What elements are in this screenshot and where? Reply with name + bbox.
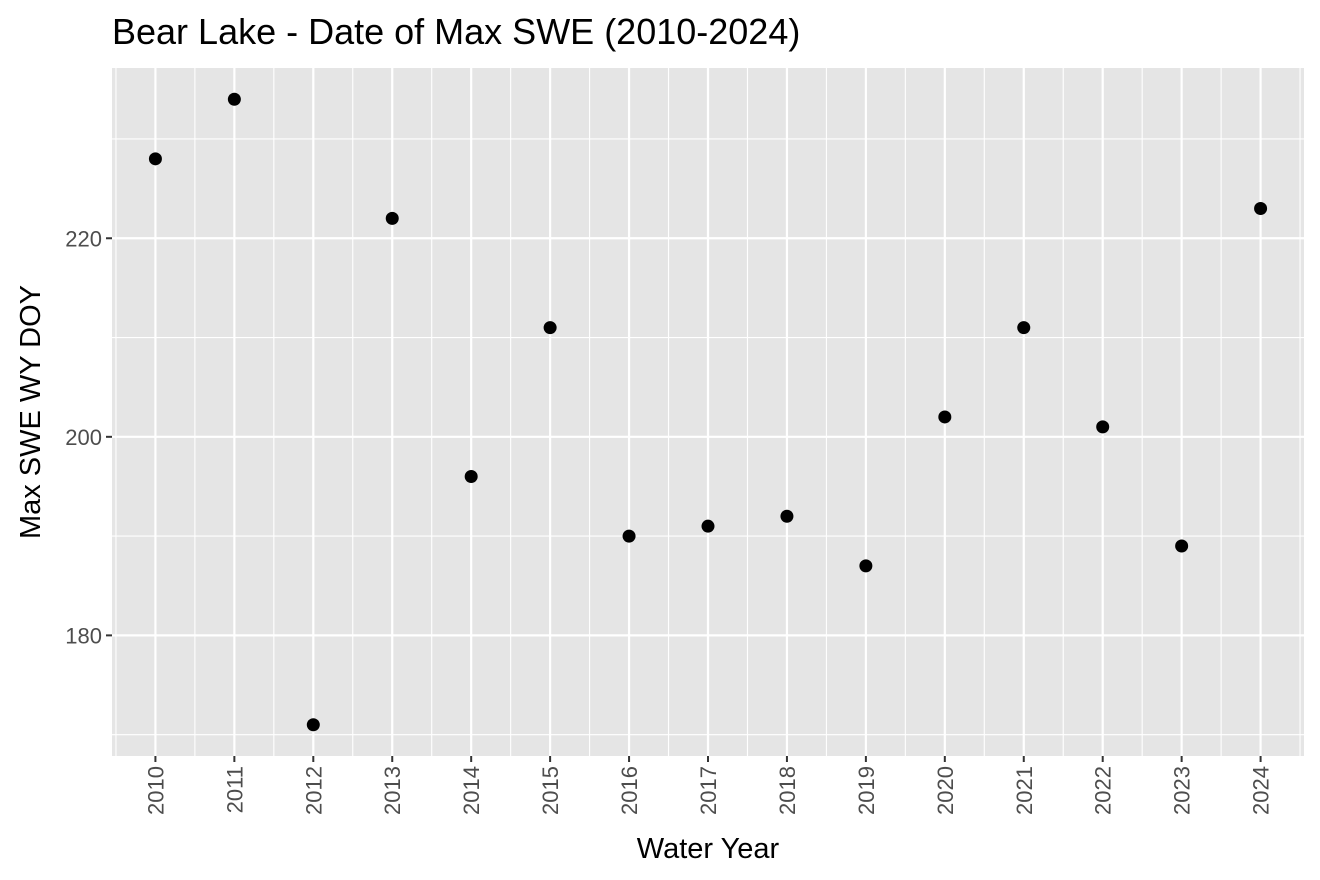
x-tick-label: 2010 (143, 766, 168, 815)
y-axis-ticks: 180 200 220 (65, 226, 112, 648)
data-point (148, 152, 162, 166)
data-point (1254, 201, 1268, 215)
x-tick-label: 2017 (696, 766, 721, 815)
data-point (1017, 321, 1031, 335)
data-point (385, 211, 399, 225)
data-point (1175, 539, 1189, 553)
data-point (306, 718, 320, 732)
major-gridlines (112, 68, 1304, 756)
data-point (780, 509, 794, 523)
data-point (701, 519, 715, 533)
x-tick-label: 2015 (538, 766, 563, 815)
y-axis-title: Max SWE WY DOY (15, 285, 47, 539)
data-point (622, 529, 636, 543)
x-tick-label: 2016 (617, 766, 642, 815)
data-point (227, 92, 241, 106)
data-point (859, 559, 873, 573)
data-points (148, 92, 1268, 732)
x-tick-label: 2014 (459, 766, 484, 815)
x-tick-label: 2018 (775, 766, 800, 815)
y-tick-label: 200 (65, 425, 102, 450)
x-tick-label: 2024 (1249, 766, 1274, 815)
data-point (543, 321, 557, 335)
x-tick-label: 2023 (1170, 766, 1195, 815)
data-point (1096, 420, 1110, 434)
x-axis-title: Water Year (637, 833, 780, 865)
x-tick-label: 2011 (222, 766, 247, 813)
y-tick-label: 180 (65, 623, 102, 648)
x-tick-label: 2020 (933, 766, 958, 815)
y-tick-label: 220 (65, 226, 102, 251)
x-tick-label: 2021 (1012, 766, 1037, 815)
data-point (464, 470, 478, 484)
x-tick-label: 2012 (301, 766, 326, 815)
x-tick-label: 2013 (380, 766, 405, 815)
x-axis-ticks: 2010 2011 2012 2013 2014 2015 2016 2017 2018 2019… (143, 756, 1274, 815)
data-point (938, 410, 952, 424)
x-tick-label: 2019 (854, 766, 879, 815)
x-tick-label: 2022 (1091, 766, 1116, 815)
minor-gridlines (112, 68, 1304, 756)
chart-title: Bear Lake - Date of Max SWE (2010-2024) (112, 11, 800, 52)
